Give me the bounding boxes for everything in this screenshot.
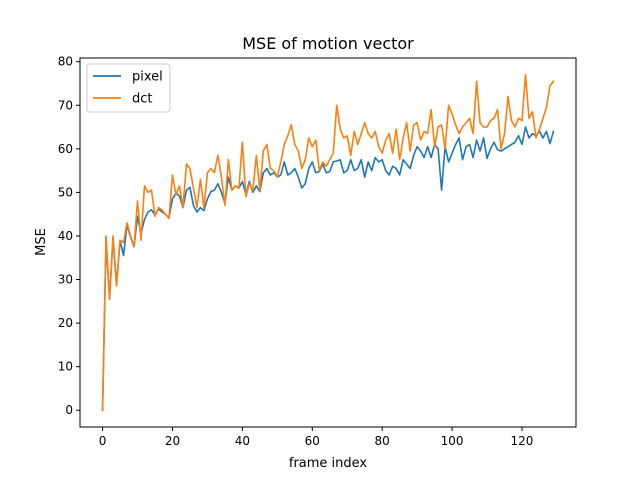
x-tick-label: 80 <box>375 434 390 448</box>
x-tick-label: 40 <box>235 434 250 448</box>
y-tick-label: 40 <box>58 229 73 243</box>
x-tick-label: 100 <box>441 434 464 448</box>
chart-title: MSE of motion vector <box>242 34 414 53</box>
x-tick-label: 60 <box>305 434 320 448</box>
x-axis-ticks: 0 20 40 60 80 100 120 <box>99 427 534 448</box>
y-tick-label: 80 <box>58 55 73 69</box>
y-tick-label: 20 <box>58 316 73 330</box>
y-tick-label: 0 <box>65 403 73 417</box>
y-axis-ticks: 0 10 20 30 40 50 60 70 80 <box>58 55 80 417</box>
legend-label-pixel: pixel <box>132 70 163 85</box>
y-tick-label: 30 <box>58 273 73 287</box>
series-line-dct <box>101 73 555 412</box>
plot-area: 0 20 40 60 80 100 120 0 10 20 30 40 50 60 70 80 <box>58 55 577 448</box>
y-axis-label: MSE <box>34 228 49 256</box>
legend-label-dct: dct <box>132 92 153 107</box>
y-tick-label: 70 <box>58 98 73 112</box>
axes-frame <box>79 57 577 428</box>
legend: pixel dct <box>86 63 171 113</box>
x-tick-label: 20 <box>165 434 180 448</box>
x-axis-label: frame index <box>289 456 368 471</box>
y-tick-label: 60 <box>58 142 73 156</box>
y-tick-label: 50 <box>58 185 73 199</box>
x-tick-label: 120 <box>511 434 534 448</box>
series-line-pixel <box>101 126 555 412</box>
x-tick-label: 0 <box>99 434 107 448</box>
y-tick-label: 10 <box>58 360 73 374</box>
series-lines <box>101 73 555 412</box>
